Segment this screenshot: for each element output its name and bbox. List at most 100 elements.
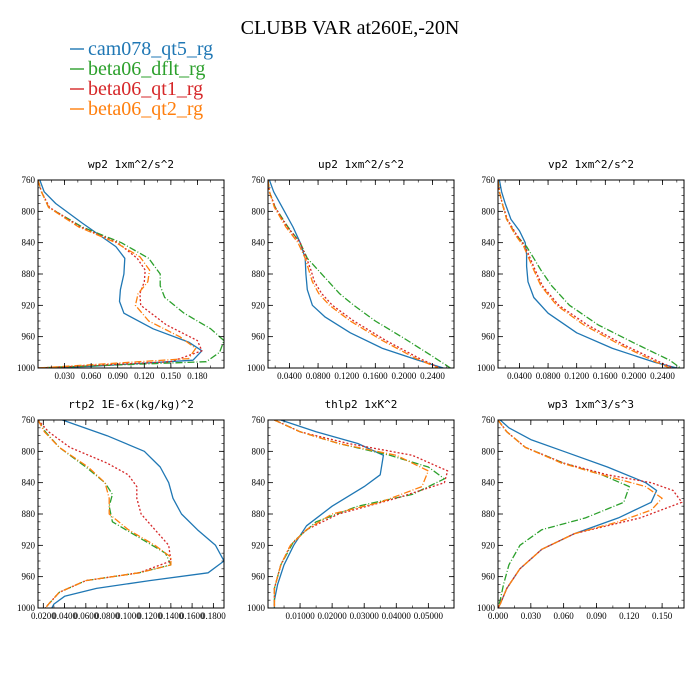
plot-frame <box>37 419 225 609</box>
x-tick-label: 0.090 <box>108 371 129 381</box>
y-tick-label: 1000 <box>477 363 496 373</box>
series-line-beta06_dflt_rg <box>498 420 630 608</box>
x-tick-label: 0.0800 <box>306 371 331 381</box>
x-tick-label: 0.1200 <box>137 611 162 621</box>
y-tick-label: 800 <box>22 446 36 456</box>
series-group <box>268 180 451 368</box>
panel-title: wp3 1xm^3/s^3 <box>548 398 634 411</box>
x-tick-label: 0.04000 <box>382 611 412 621</box>
y-tick-label: 960 <box>22 572 36 582</box>
x-tick-label: 0.02000 <box>318 611 348 621</box>
x-tick-label: 0.180 <box>187 371 208 381</box>
x-tick-label: 0.03000 <box>350 611 380 621</box>
y-tick-label: 840 <box>482 478 496 488</box>
x-tick-label: 0.090 <box>586 611 607 621</box>
y-tick-label: 800 <box>482 446 496 456</box>
y-tick-label: 800 <box>22 206 36 216</box>
y-tick-label: 920 <box>482 540 496 550</box>
y-tick-label: 960 <box>482 572 496 582</box>
series-line-beta06_qt2_rg <box>268 180 439 368</box>
x-tick-label: 0.0200 <box>31 611 56 621</box>
y-tick-label: 760 <box>482 415 496 425</box>
y-tick-label: 1000 <box>247 603 266 613</box>
series-line-beta06_qt1_rg <box>498 180 674 368</box>
x-tick-label: 0.2000 <box>392 371 417 381</box>
plot-frame <box>267 419 455 609</box>
series-line-beta06_qt2_rg <box>273 420 429 608</box>
series-group <box>498 180 681 368</box>
x-tick-label: 0.0400 <box>277 371 302 381</box>
x-tick-label: 0.01000 <box>285 611 315 621</box>
panel-title: vp2 1xm^2/s^2 <box>548 158 634 171</box>
y-tick-label: 960 <box>22 332 36 342</box>
legend-label-beta06_qt1_rg: beta06_qt1_rg <box>88 78 203 100</box>
y-tick-label: 840 <box>482 238 496 248</box>
series-group <box>273 420 449 608</box>
y-tick-label: 880 <box>482 509 496 519</box>
legend-label-cam078_qt5_rg: cam078_qt5_rg <box>88 38 213 60</box>
x-tick-label: 0.000 <box>488 611 509 621</box>
y-tick-label: 920 <box>252 300 266 310</box>
y-tick-label: 760 <box>22 175 36 185</box>
panel-title: rtp2 1E-6x(kg/kg)^2 <box>68 398 194 411</box>
chart-panel-2: up2 1xm^2/s^2 760 800 840 880 920 960 1000 0.040… <box>247 158 455 381</box>
series-group <box>38 180 224 368</box>
y-tick-label: 920 <box>22 300 36 310</box>
series-line-beta06_dflt_rg <box>38 180 224 368</box>
series-line-cam078_qt5_rg <box>498 420 658 608</box>
x-tick-label: 0.120 <box>619 611 640 621</box>
x-tick-label: 0.060 <box>554 611 575 621</box>
legend-label-beta06_qt2_rg: beta06_qt2_rg <box>88 98 203 120</box>
series-line-beta06_qt2_rg <box>38 180 197 368</box>
chart-panel-3: vp2 1xm^2/s^2 760 800 840 880 920 960 1000 0.040… <box>477 158 685 381</box>
y-tick-label: 920 <box>22 540 36 550</box>
y-tick-label: 880 <box>22 269 36 279</box>
y-tick-label: 1000 <box>477 603 496 613</box>
series-line-beta06_qt2_rg <box>498 420 663 608</box>
x-tick-label: 0.0400 <box>507 371 532 381</box>
chart-panel-1: wp2 1xm^2/s^2 760 800 840 880 920 960 1000 0.030… <box>17 158 225 381</box>
x-tick-label: 0.0800 <box>95 611 120 621</box>
y-tick-label: 760 <box>252 415 266 425</box>
x-tick-label: 0.150 <box>161 371 182 381</box>
series-line-beta06_qt1_rg <box>38 180 203 368</box>
chart-panels: wp2 1xm^2/s^2 760 800 840 880 920 960 1000 0.030… <box>17 158 685 621</box>
legend-label-beta06_dflt_rg: beta06_dflt_rg <box>88 58 205 80</box>
x-tick-label: 0.120 <box>134 371 155 381</box>
series-line-cam078_qt5_rg <box>273 420 385 608</box>
series-line-beta06_qt1_rg <box>268 180 440 368</box>
y-tick-label: 960 <box>252 572 266 582</box>
series-line-beta06_qt1_rg <box>273 420 449 608</box>
series-line-cam078_qt5_rg <box>498 180 677 368</box>
y-tick-label: 880 <box>482 269 496 279</box>
panel-title: wp2 1xm^2/s^2 <box>88 158 174 171</box>
series-line-cam078_qt5_rg <box>51 420 224 608</box>
y-tick-label: 1000 <box>17 363 36 373</box>
chart-panel-6: wp3 1xm^3/s^3 760 800 840 880 920 960 10000.000… <box>477 398 685 621</box>
x-tick-label: 0.2400 <box>420 371 445 381</box>
plot-frame <box>497 179 685 369</box>
y-tick-label: 920 <box>252 540 266 550</box>
x-tick-label: 0.030 <box>521 611 542 621</box>
x-tick-label: 0.1400 <box>158 611 183 621</box>
y-tick-label: 840 <box>22 238 36 248</box>
panel-title: up2 1xm^2/s^2 <box>318 158 404 171</box>
panel-title: thlp2 1xK^2 <box>325 398 398 411</box>
y-tick-label: 840 <box>22 478 36 488</box>
series-group <box>498 420 683 608</box>
series-line-beta06_dflt_rg <box>268 180 451 368</box>
series-group <box>38 420 224 608</box>
y-tick-label: 880 <box>252 269 266 279</box>
y-tick-label: 800 <box>252 206 266 216</box>
series-line-beta06_qt1_rg <box>498 420 683 608</box>
x-tick-label: 0.150 <box>652 611 673 621</box>
y-tick-label: 840 <box>252 478 266 488</box>
x-tick-label: 0.030 <box>54 371 75 381</box>
y-tick-label: 760 <box>252 175 266 185</box>
y-tick-label: 800 <box>252 446 266 456</box>
x-tick-label: 0.0400 <box>52 611 77 621</box>
series-line-beta06_qt2_rg <box>498 180 670 368</box>
x-tick-label: 0.0800 <box>536 371 561 381</box>
legend: cam078_qt5_rgbeta06_dflt_rgbeta06_qt1_rg… <box>70 38 213 120</box>
x-tick-label: 0.1200 <box>334 371 359 381</box>
